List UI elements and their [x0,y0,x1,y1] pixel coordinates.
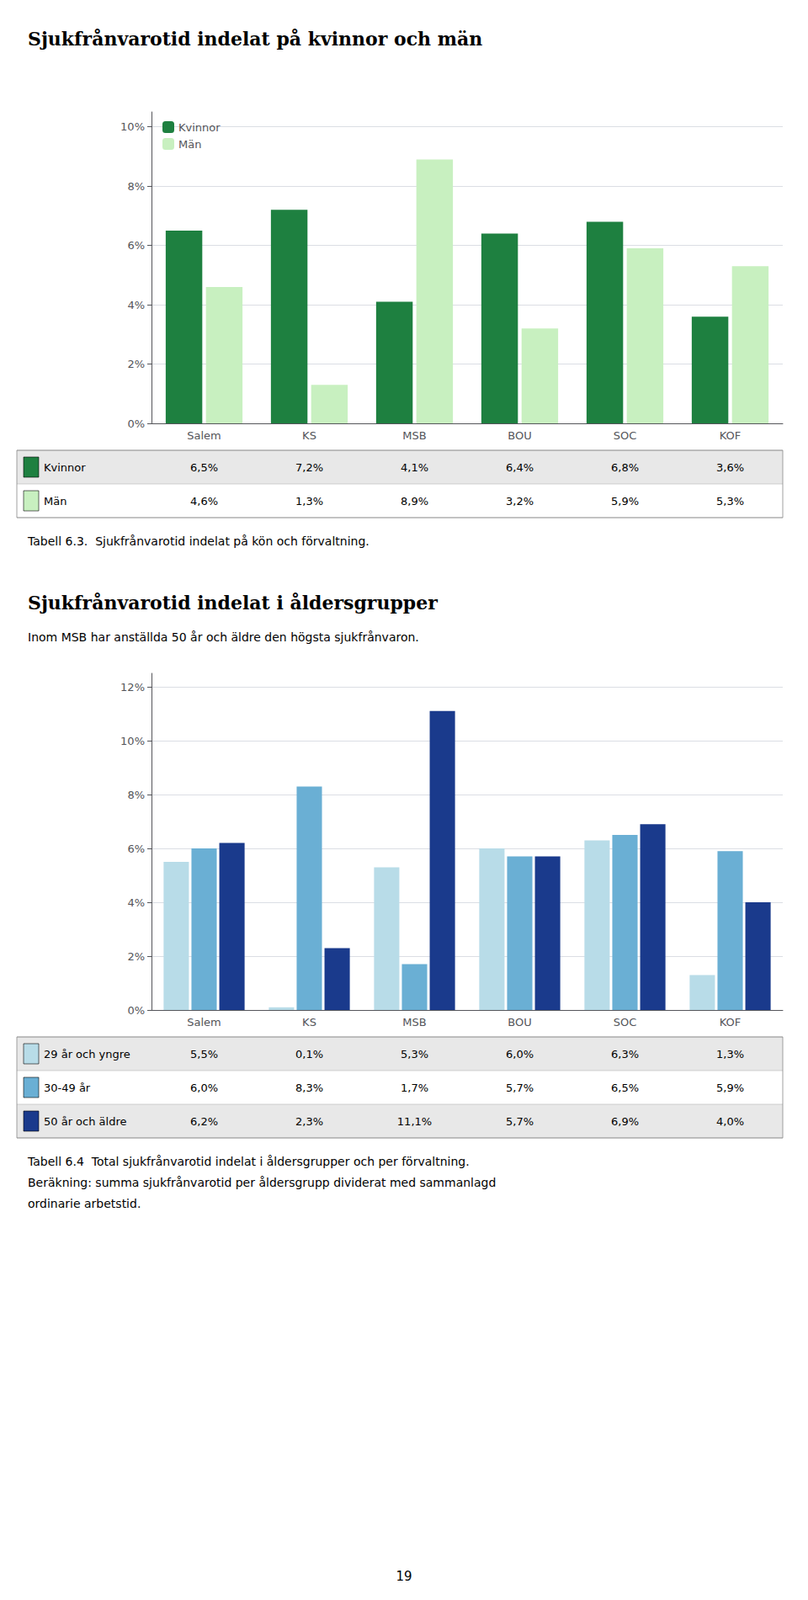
svg-text:KOF: KOF [719,1015,742,1029]
svg-text:ordinarie arbetstid.: ordinarie arbetstid. [27,1196,141,1211]
svg-text:Män: Män [43,494,67,508]
svg-text:5,9%: 5,9% [716,1081,745,1095]
svg-text:10%: 10% [120,734,145,748]
svg-text:6,0%: 6,0% [190,1081,218,1095]
svg-text:4,1%: 4,1% [400,461,429,474]
svg-text:8,9%: 8,9% [400,494,429,508]
svg-text:30-49 år: 30-49 år [43,1081,91,1095]
svg-text:Tabell 6.3. Sjukfrånvarotid i: Tabell 6.3. Sjukfrånvarotid indelat på k… [26,534,370,548]
svg-text:SOC: SOC [613,429,638,442]
svg-text:5,7%: 5,7% [505,1081,534,1095]
svg-text:6,4%: 6,4% [505,461,534,474]
svg-text:12%: 12% [120,680,145,694]
svg-text:4,6%: 4,6% [190,494,218,508]
svg-text:MSB: MSB [402,429,426,442]
svg-text:6,8%: 6,8% [611,461,639,474]
svg-text:Beräkning: summa sjukfrånvarot: Beräkning: summa sjukfrånvarotid per åld… [27,1175,496,1190]
svg-text:6,9%: 6,9% [611,1115,639,1128]
svg-text:3,2%: 3,2% [505,494,534,508]
svg-text:Kvinnor: Kvinnor [178,121,221,134]
svg-text:BOU: BOU [507,1015,532,1029]
svg-text:50 år och äldre: 50 år och äldre [43,1115,127,1128]
svg-text:MSB: MSB [402,1015,426,1029]
svg-text:5,3%: 5,3% [716,494,745,508]
svg-text:29 år och yngre: 29 år och yngre [43,1047,131,1061]
svg-text:Tabell 6.4 Total sjukfrånvaro: Tabell 6.4 Total sjukfrånvarotid indelat… [26,1154,470,1169]
svg-text:4,0%: 4,0% [716,1115,745,1128]
svg-text:Salem: Salem [186,1015,222,1029]
svg-text:4%: 4% [127,896,145,909]
svg-text:6,3%: 6,3% [611,1047,639,1061]
svg-text:KS: KS [302,429,317,442]
svg-text:6%: 6% [127,842,145,856]
svg-text:6,0%: 6,0% [505,1047,534,1061]
svg-text:6,5%: 6,5% [190,461,218,474]
svg-text:Män: Män [178,138,202,151]
svg-text:5,5%: 5,5% [190,1047,218,1061]
svg-text:2,3%: 2,3% [295,1115,324,1128]
svg-text:1,7%: 1,7% [400,1081,429,1095]
svg-text:1,3%: 1,3% [716,1047,745,1061]
svg-text:11,1%: 11,1% [397,1115,432,1128]
svg-text:8%: 8% [127,180,145,193]
svg-text:Sjukfrånvarotid indelat på kvi: Sjukfrånvarotid indelat på kvinnor och m… [27,27,483,50]
svg-text:2%: 2% [127,357,145,371]
svg-text:KOF: KOF [719,429,742,442]
svg-text:0%: 0% [127,417,145,431]
svg-text:3,6%: 3,6% [716,461,745,474]
svg-text:7,2%: 7,2% [295,461,324,474]
svg-text:1,3%: 1,3% [295,494,324,508]
svg-text:5,7%: 5,7% [505,1115,534,1128]
svg-text:5,3%: 5,3% [400,1047,429,1061]
svg-text:6%: 6% [127,239,145,252]
svg-text:10%: 10% [120,120,145,133]
svg-text:0%: 0% [127,1004,145,1017]
svg-text:Salem: Salem [186,429,222,442]
svg-text:KS: KS [302,1015,317,1029]
svg-text:BOU: BOU [507,429,532,442]
svg-text:0,1%: 0,1% [295,1047,324,1061]
svg-text:SOC: SOC [613,1015,638,1029]
svg-text:6,2%: 6,2% [190,1115,218,1128]
svg-text:8%: 8% [127,788,145,802]
svg-text:Sjukfrånvarotid indelat i ålde: Sjukfrånvarotid indelat i åldersgrupper [27,591,438,614]
svg-text:8,3%: 8,3% [295,1081,324,1095]
svg-text:Inom MSB har anställda 50 år o: Inom MSB har anställda 50 år och äldre d… [27,630,420,644]
svg-text:19: 19 [395,1568,412,1585]
svg-text:6,5%: 6,5% [611,1081,639,1095]
svg-text:Kvinnor: Kvinnor [43,461,86,474]
svg-text:5,9%: 5,9% [611,494,639,508]
svg-text:2%: 2% [127,950,145,963]
svg-text:4%: 4% [127,298,145,312]
